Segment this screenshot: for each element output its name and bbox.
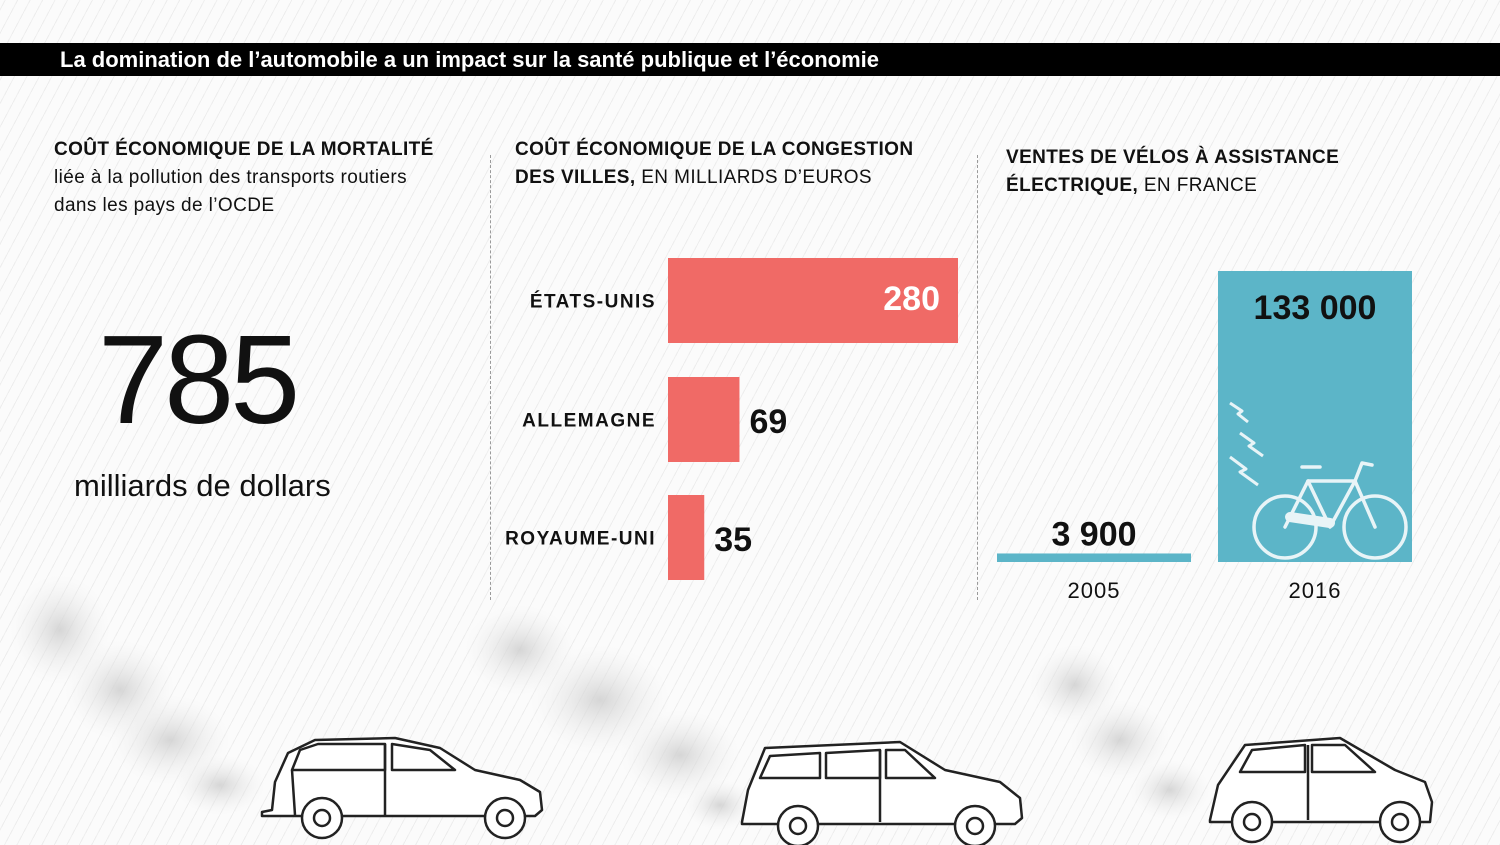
infographic-title: La domination de l’automobile a un impac… (0, 43, 1500, 76)
separator-1 (490, 155, 491, 600)
separator-2 (977, 155, 978, 600)
bar-2016 (1218, 271, 1412, 562)
ebike-heading-rest: EN FRANCE (1138, 175, 1258, 196)
bar-1 (668, 377, 740, 462)
lightning-icon (1229, 401, 1264, 487)
car-icon (1208, 736, 1434, 844)
ebike-chart: 3 900 2005 133 000 2016 (997, 271, 1412, 603)
congestion-heading-line2: DES VILLES, EN MILLIARDS D’EUROS (515, 164, 913, 192)
smoke-icon (10, 575, 1210, 830)
category-label-1: ALLEMAGNE (522, 411, 656, 432)
category-label-2: ROYAUME-UNI (505, 529, 656, 550)
value-label-2005: 3 900 (1051, 515, 1136, 553)
mortality-heading: COÛT ÉCONOMIQUE DE LA MORTALITÉ liée à l… (54, 136, 434, 220)
ebike-heading: VENTES DE VÉLOS À ASSISTANCE ÉLECTRIQUE,… (1006, 144, 1339, 200)
congestion-chart: ÉTATS-UNIS 280 ALLEMAGNE 69 ROYAUME-UNI 35 (505, 258, 958, 580)
congestion-heading-rest: EN MILLIARDS D’EUROS (635, 167, 872, 188)
value-label-0: 280 (883, 280, 940, 318)
value-label-2016: 133 000 (1254, 289, 1377, 327)
mortality-heading-bold: COÛT ÉCONOMIQUE DE LA MORTALITÉ (54, 139, 434, 160)
bicycle-icon (1252, 461, 1408, 560)
ebike-heading-line1: VENTES DE VÉLOS À ASSISTANCE (1006, 147, 1340, 168)
mortality-heading-line3: dans les pays de l’OCDE (54, 195, 275, 216)
category-label-0: ÉTATS-UNIS (530, 291, 656, 313)
mortality-unit: milliards de dollars (74, 468, 331, 503)
ebike-heading-bold2: ÉLECTRIQUE, (1006, 175, 1139, 196)
value-label-2: 35 (714, 521, 752, 559)
congestion-heading-line1: COÛT ÉCONOMIQUE DE LA CONGESTION (515, 139, 914, 160)
mortality-value: 785 (98, 309, 300, 450)
car-icon (260, 736, 544, 840)
year-label-2016: 2016 (1289, 578, 1342, 603)
congestion-heading: COÛT ÉCONOMIQUE DE LA CONGESTION DES VIL… (515, 136, 913, 192)
ebike-heading-line2: ÉLECTRIQUE, EN FRANCE (1006, 172, 1339, 200)
value-label-1: 69 (749, 403, 787, 441)
bar-2 (668, 495, 705, 580)
car-icon (740, 740, 1024, 845)
mortality-heading-line2: liée à la pollution des transports routi… (54, 167, 408, 188)
year-label-2005: 2005 (1068, 578, 1121, 603)
bar-2005 (997, 553, 1191, 562)
car-scene (10, 575, 1434, 845)
bar-0 (668, 258, 958, 343)
congestion-heading-bold2: DES VILLES, (515, 167, 636, 188)
